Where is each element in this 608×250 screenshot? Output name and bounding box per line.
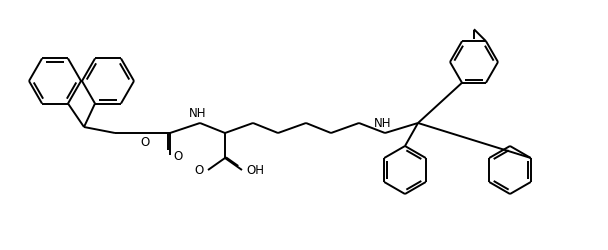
Text: O: O <box>140 136 150 148</box>
Text: O: O <box>195 164 204 177</box>
Text: NH: NH <box>375 116 392 130</box>
Text: NH: NH <box>189 106 207 120</box>
Text: OH: OH <box>246 164 264 177</box>
Text: O: O <box>173 149 182 162</box>
